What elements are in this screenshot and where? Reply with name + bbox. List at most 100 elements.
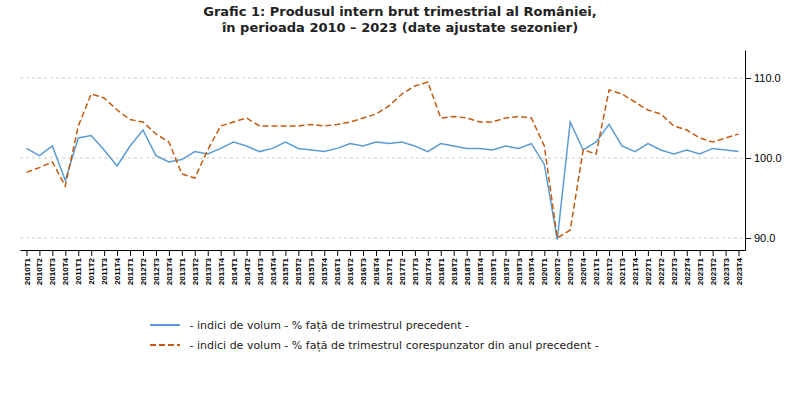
title-line: în perioada 2010 – 2023 (date ajustate s…	[221, 20, 578, 35]
x-tick-mark	[143, 250, 144, 256]
x-tick-mark	[480, 250, 481, 256]
x-tick-mark	[195, 250, 196, 256]
x-tick-mark	[169, 250, 170, 256]
x-tick-label: 2020T3	[566, 257, 575, 285]
x-tick-mark	[337, 250, 338, 256]
x-tick-mark	[713, 250, 714, 256]
x-tick-label: 2017T3	[411, 257, 420, 285]
x-tick-mark	[467, 250, 468, 256]
x-tick-mark	[428, 250, 429, 256]
x-tick-label: 2012T2	[139, 257, 148, 285]
x-tick-label: 2010T3	[48, 257, 57, 285]
x-tick-mark	[208, 250, 209, 256]
x-tick-label: 2011T2	[87, 257, 96, 284]
x-tick: 2014T4	[269, 250, 278, 285]
x-tick-mark	[557, 250, 558, 256]
x-tick: 2015T3	[307, 250, 316, 285]
x-tick-label: 2020T1	[540, 257, 549, 285]
x-tick-mark	[596, 250, 597, 256]
x-tick: 2013T1	[178, 250, 187, 285]
x-tick-mark	[454, 250, 455, 256]
grid-line	[20, 78, 745, 79]
x-tick-label: 2020T4	[579, 257, 588, 285]
x-tick-label: 2016T3	[359, 257, 368, 285]
x-tick: 2017T3	[411, 250, 420, 285]
x-tick-label: 2013T1	[178, 257, 187, 285]
x-tick: 2016T3	[359, 250, 368, 285]
x-tick-label: 2011T1	[74, 257, 83, 284]
x-tick-mark	[285, 250, 286, 256]
x-tick: 2012T3	[152, 250, 161, 285]
legend: - indici de volum - % față de trimestrul…	[150, 319, 599, 352]
x-tick: 2015T4	[320, 250, 329, 285]
x-tick-label: 2022T2	[657, 257, 666, 285]
y-tick: 100.0	[745, 152, 782, 164]
x-tick-mark	[674, 250, 675, 256]
x-tick: 2018T3	[463, 250, 472, 285]
x-tick: 2015T1	[281, 250, 290, 285]
chart: Grafic 1: Produsul intern brut trimestri…	[0, 0, 800, 400]
legend-label: - indici de volum - % față de trimestrul…	[186, 339, 599, 352]
x-tick: 2017T4	[424, 250, 433, 285]
x-tick-label: 2016T1	[333, 257, 342, 285]
x-tick-mark	[298, 250, 299, 256]
x-tick-mark	[65, 250, 66, 256]
x-tick: 2023T2	[709, 250, 718, 285]
y-tick: 90.0	[745, 232, 775, 244]
x-tick-mark	[311, 250, 312, 256]
y-axis: 90.0100.0110.0	[745, 51, 782, 251]
x-tick: 2011T1	[74, 250, 83, 285]
x-tick-mark	[130, 250, 131, 256]
x-tick: 2019T1	[489, 250, 498, 285]
x-tick-label: 2017T4	[424, 257, 433, 285]
x-tick-label: 2016T4	[372, 257, 381, 285]
x-tick: 2019T3	[514, 250, 523, 285]
x-tick-label: 2011T3	[100, 257, 109, 284]
x-tick-label: 2010T4	[61, 257, 70, 285]
x-tick: 2016T1	[333, 250, 342, 285]
x-tick-label: 2014T2	[243, 257, 252, 285]
x-tick-label: 2019T4	[527, 257, 536, 285]
x-tick: 2022T2	[657, 250, 666, 285]
x-tick-label: 2018T1	[437, 257, 446, 285]
legend-swatch	[150, 324, 180, 326]
x-tick: 2021T2	[605, 250, 614, 285]
lines	[26, 82, 738, 240]
x-tick-label: 2015T4	[320, 257, 329, 285]
x-tick-label: 2019T2	[502, 257, 511, 285]
x-tick: 2023T1	[696, 250, 705, 285]
x-tick: 2017T2	[398, 250, 407, 285]
x-tick: 2010T3	[48, 250, 57, 285]
x-tick-label: 2016T2	[346, 257, 355, 285]
x-tick-mark	[52, 250, 53, 256]
x-tick-mark	[104, 250, 105, 256]
x-tick: 2023T3	[722, 250, 731, 285]
x-tick-label: 2011T4	[113, 257, 122, 284]
x-tick: 2013T4	[217, 250, 226, 285]
x-tick-label: 2015T1	[281, 257, 290, 285]
x-tick: 2010T1	[23, 250, 32, 285]
x-tick-label: 2019T1	[489, 257, 498, 285]
x-tick-mark	[247, 250, 248, 256]
x-tick-mark	[415, 250, 416, 256]
x-tick-label: 2014T3	[256, 257, 265, 285]
x-tick-mark	[687, 250, 688, 256]
x-tick-mark	[376, 250, 377, 256]
x-tick: 2012T1	[126, 250, 135, 285]
x-tick-mark	[583, 250, 584, 256]
x-tick-label: 2021T1	[592, 257, 601, 285]
x-tick-label: 2022T1	[644, 257, 653, 285]
x-tick-mark	[91, 250, 92, 256]
x-tick-mark	[78, 250, 79, 256]
x-tick: 2018T1	[437, 250, 446, 285]
x-tick: 2016T4	[372, 250, 381, 285]
x-tick: 2019T4	[527, 250, 536, 285]
x-tick-label: 2010T1	[23, 257, 32, 285]
x-tick-mark	[389, 250, 390, 256]
x-tick-label: 2013T4	[217, 257, 226, 285]
x-tick: 2021T1	[592, 250, 601, 285]
x-tick-mark	[531, 250, 532, 256]
x-tick-label: 2022T3	[670, 257, 679, 285]
x-tick-label: 2012T4	[165, 257, 174, 285]
x-axis: 2010T12010T22010T32010T42011T12011T22011…	[21, 250, 746, 285]
